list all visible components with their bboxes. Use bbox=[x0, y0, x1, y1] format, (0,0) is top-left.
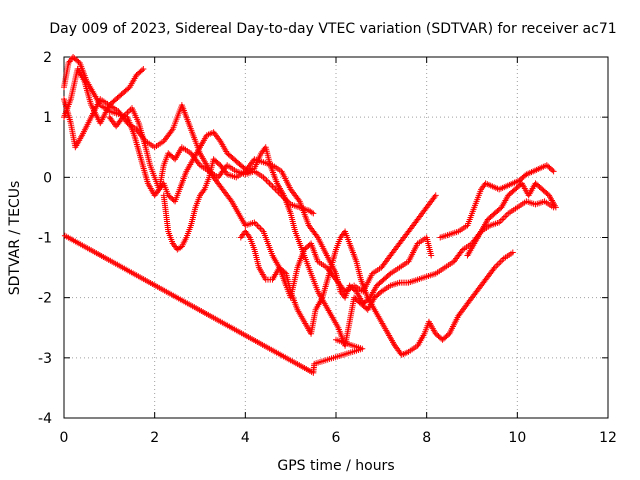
plus-marker bbox=[500, 214, 507, 221]
plus-marker bbox=[503, 211, 510, 218]
y-tick-label: 0 bbox=[43, 170, 52, 186]
y-tick-labels: -4 -3 -2 -1 0 1 2 bbox=[38, 50, 52, 427]
plus-marker bbox=[333, 336, 339, 343]
plus-marker bbox=[281, 269, 288, 276]
plus-marker bbox=[265, 178, 271, 185]
plus-marker bbox=[257, 225, 264, 232]
x-tick-label: 0 bbox=[60, 430, 69, 446]
x-tick-label: 2 bbox=[150, 430, 159, 446]
plus-marker bbox=[252, 220, 259, 227]
y-tick-label: -1 bbox=[38, 231, 52, 247]
data-series bbox=[106, 105, 557, 349]
plus-marker bbox=[255, 223, 262, 230]
plus-marker bbox=[522, 172, 529, 179]
plus-marker bbox=[386, 271, 393, 278]
data-series bbox=[437, 162, 557, 241]
y-axis-label: SDTVAR / TECUs bbox=[7, 181, 23, 296]
chart-title: Day 009 of 2023, Sidereal Day-to-day VTE… bbox=[49, 21, 616, 37]
plus-marker bbox=[125, 108, 132, 115]
data-series bbox=[61, 232, 366, 376]
data-marks bbox=[61, 54, 559, 376]
plus-marker bbox=[552, 204, 559, 211]
y-tick-label: -2 bbox=[38, 291, 52, 307]
plus-marker bbox=[266, 180, 273, 187]
plus-marker bbox=[499, 257, 506, 264]
plus-marker bbox=[549, 167, 556, 174]
plus-marker bbox=[376, 289, 383, 296]
x-tick-label: 10 bbox=[508, 430, 526, 446]
data-series bbox=[237, 228, 516, 358]
plus-marker bbox=[499, 216, 506, 223]
plus-marker bbox=[428, 252, 435, 259]
data-series bbox=[61, 54, 317, 217]
data-series bbox=[464, 180, 559, 259]
plus-marker bbox=[269, 183, 276, 190]
x-tick-label: 12 bbox=[599, 430, 617, 446]
grid-lines bbox=[64, 57, 608, 418]
plus-marker bbox=[138, 67, 145, 74]
x-axis-label: GPS time / hours bbox=[277, 458, 394, 474]
plus-marker bbox=[502, 213, 509, 220]
plus-marker bbox=[432, 192, 439, 199]
y-tick-label: -4 bbox=[38, 411, 52, 427]
plus-marker bbox=[268, 181, 275, 188]
plus-marker bbox=[444, 331, 451, 338]
plus-marker bbox=[497, 258, 504, 265]
plus-marker bbox=[263, 177, 270, 184]
y-tick-label: 1 bbox=[43, 110, 52, 126]
plus-marker bbox=[550, 168, 557, 175]
x-tick-labels: 0 2 4 6 8 10 12 bbox=[60, 430, 617, 446]
plus-marker bbox=[140, 66, 147, 73]
plus-marker bbox=[261, 175, 268, 182]
data-series bbox=[61, 66, 147, 127]
plus-marker bbox=[496, 260, 503, 267]
y-tick-label: -3 bbox=[38, 351, 52, 367]
plus-marker bbox=[310, 210, 317, 217]
plus-marker bbox=[75, 58, 82, 65]
plus-marker bbox=[271, 184, 278, 191]
plus-marker bbox=[494, 261, 501, 268]
x-tick-label: 4 bbox=[241, 430, 250, 446]
plus-marker bbox=[493, 263, 500, 270]
x-tick-label: 6 bbox=[332, 430, 341, 446]
x-tick-label: 8 bbox=[422, 430, 431, 446]
y-tick-label: 2 bbox=[43, 50, 52, 66]
plus-marker bbox=[509, 249, 516, 256]
